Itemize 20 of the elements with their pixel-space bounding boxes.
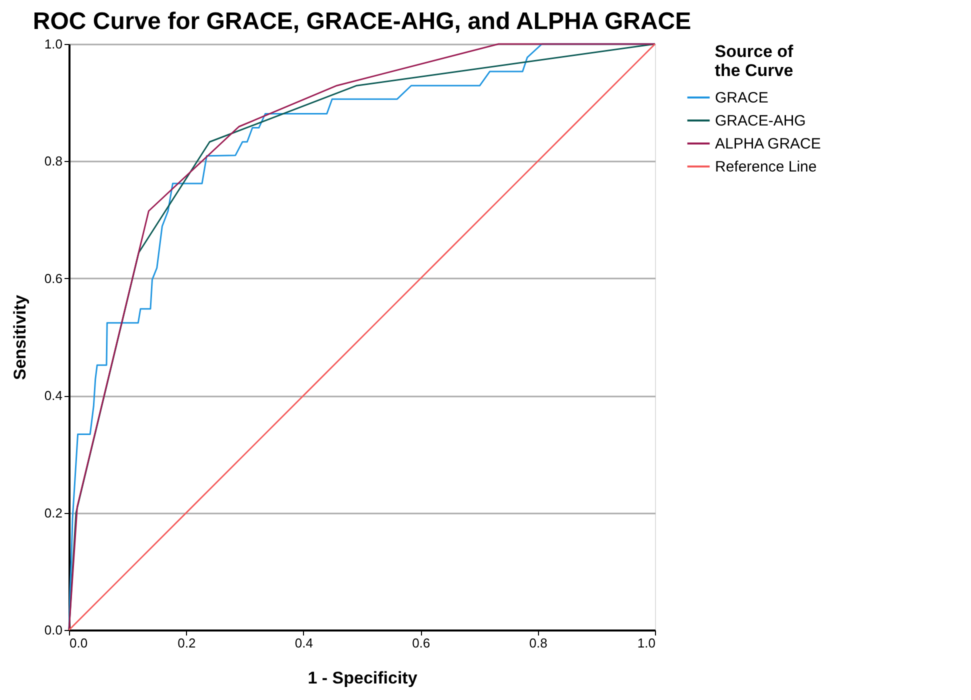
x-tick-label: 0.6 [412,636,430,650]
legend-label: GRACE [715,90,768,106]
x-axis-title: 1 - Specificity [308,668,418,688]
y-tick-label: 0.0 [44,622,62,638]
x-tick-label: 0.4 [294,636,313,650]
legend-label: GRACE-AHG [715,112,806,130]
legend-label: ALPHA GRACE [715,136,821,152]
legend-title: Source of the Curve [714,42,794,80]
legend-label: Reference Line [715,158,817,176]
x-tick-label: 0.8 [529,636,548,650]
y-axis-title: Sensitivity [10,294,30,380]
x-tick-label: 1.0 [637,636,656,650]
x-tick-label: 0.2 [178,636,196,650]
y-tick-label: 0.8 [44,154,62,169]
y-tick-label: 0.4 [44,388,62,404]
x-tick-label: 0.0 [70,636,88,650]
y-tick-label: 1.0 [44,36,62,52]
y-tick-label: 0.6 [44,270,62,286]
chart-title: ROC Curve for GRACE, GRACE-AHG, and ALPHA GRACE [32,8,692,35]
y-tick-label: 0.2 [44,505,62,520]
